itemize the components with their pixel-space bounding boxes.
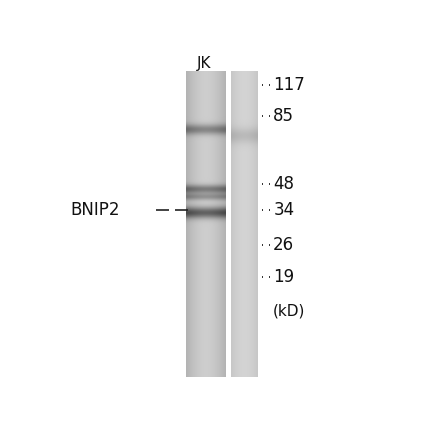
Text: 85: 85 [273, 107, 294, 125]
Text: 34: 34 [273, 201, 294, 219]
Text: 19: 19 [273, 268, 294, 286]
Text: BNIP2: BNIP2 [70, 201, 120, 219]
Text: JK: JK [197, 56, 212, 71]
Text: 26: 26 [273, 236, 294, 254]
Text: 48: 48 [273, 175, 294, 193]
Text: (kD): (kD) [273, 303, 306, 318]
Text: 117: 117 [273, 76, 305, 94]
